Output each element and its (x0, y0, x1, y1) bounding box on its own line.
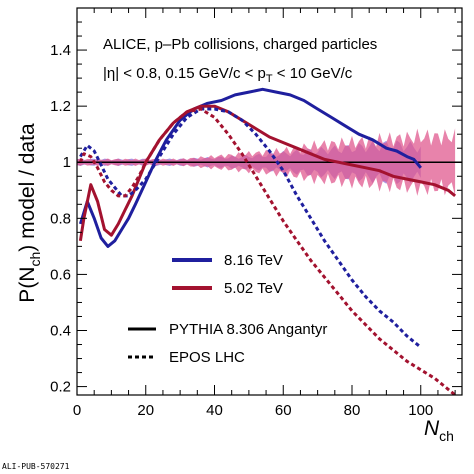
annotation-line1: ALICE, p–Pb collisions, charged particle… (103, 36, 377, 53)
legend-label-epos: EPOS LHC (169, 349, 245, 366)
x-axis-title: Nch (424, 417, 454, 444)
y-axis-title-end: ) model / data (16, 123, 39, 252)
x-tick-label-100: 100 (408, 402, 433, 419)
y-axis-title-sub: ch (27, 252, 43, 267)
y-axis-title: P(Nch) model / data (16, 123, 43, 303)
legend-label-pythia: PYTHIA 8.306 Angantyr (169, 321, 327, 338)
y-tick-label-4: 1 (63, 154, 71, 171)
annotation-line2-sub: T (266, 73, 273, 85)
curve-2 (79, 107, 422, 349)
x-tick-label-0: 0 (73, 402, 81, 419)
y-tick-label-0: 0.2 (50, 379, 71, 396)
legend-label-5tev: 5.02 TeV (224, 280, 283, 297)
y-tick-label-5: 1.2 (50, 98, 71, 115)
x-tick-label-60: 60 (275, 402, 292, 419)
model-curves (78, 87, 457, 397)
legend-label-8tev: 8.16 TeV (224, 252, 283, 269)
curve-0 (78, 87, 422, 248)
annotation-line2: |η| < 0.8, 0.15 GeV/c < pT < 10 GeV/c (103, 65, 353, 85)
legend: 8.16 TeV 5.02 TeV PYTHIA 8.306 Angantyr … (128, 252, 327, 366)
x-tick-label-40: 40 (206, 402, 223, 419)
x-tick-label-20: 20 (137, 402, 154, 419)
footer-id: ALI-PUB-570271 (2, 462, 70, 471)
x-tick-label-80: 80 (344, 402, 361, 419)
y-tick-label-6: 1.4 (50, 42, 71, 59)
y-tick-label-1: 0.4 (50, 323, 71, 340)
y-axis-title-main: P(N (16, 267, 39, 303)
x-axis-title-sub: ch (439, 428, 454, 444)
annotation-line2-eta: |η| < 0.8, 0.15 GeV/c < p (103, 65, 266, 82)
y-tick-label-2: 0.6 (50, 266, 71, 283)
plot-frame (76, 7, 463, 396)
x-axis-title-main: N (424, 417, 440, 440)
annotation-line2-end: < 10 GeV/c (273, 65, 353, 82)
x-axis-ticks: 0 20 40 60 80 100 (73, 8, 456, 419)
y-tick-label-3: 0.8 (50, 210, 71, 227)
curve-3 (79, 107, 457, 397)
y-axis-ticks: 0.2 0.4 0.6 0.8 1 1.2 1.4 (50, 21, 462, 396)
